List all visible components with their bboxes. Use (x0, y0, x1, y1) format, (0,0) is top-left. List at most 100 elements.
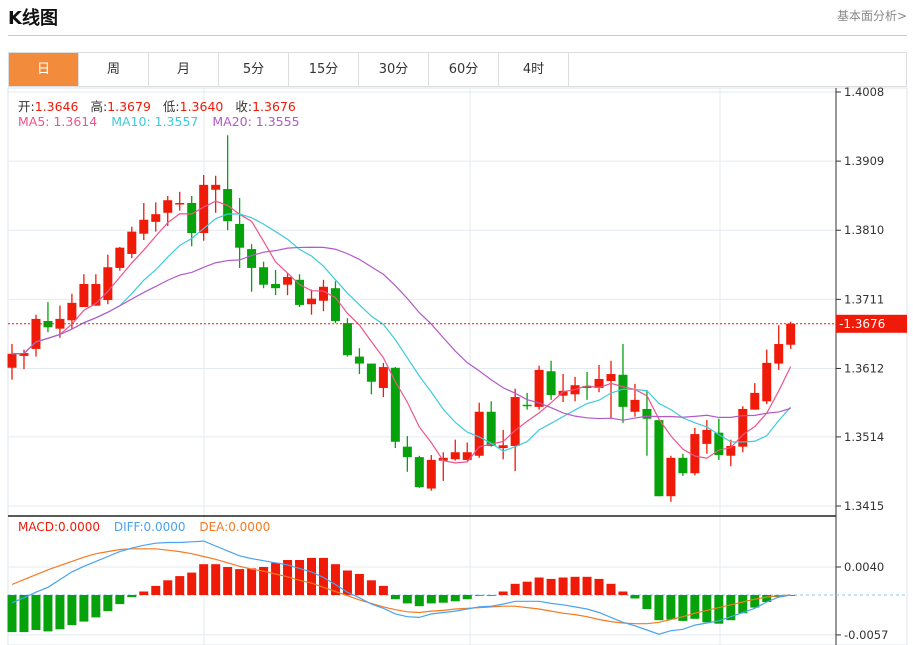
chart-frame (7, 87, 908, 645)
candle-body (654, 420, 664, 497)
macd-bar (750, 595, 760, 608)
candle-body (630, 399, 640, 412)
tab-5min[interactable]: 5分 (219, 53, 289, 86)
macd-bar (259, 567, 269, 595)
candle (307, 289, 316, 315)
candle-body (67, 302, 77, 321)
candle (163, 196, 173, 227)
candle (7, 344, 17, 380)
candle (666, 455, 676, 502)
macd-bar (738, 595, 748, 614)
candle-body (450, 452, 460, 460)
candle (762, 349, 772, 405)
macd-bar (630, 595, 640, 599)
candle-body (738, 408, 748, 447)
macd-value: MACD:0.0000 (18, 520, 101, 534)
candle-body (510, 397, 520, 446)
candle (750, 383, 760, 410)
candle-body (103, 267, 113, 301)
macd-bar (55, 595, 65, 630)
macd-bar (690, 595, 700, 619)
candle (522, 392, 532, 410)
macd-bar (247, 568, 257, 595)
candle-body (498, 445, 508, 449)
candle (486, 401, 496, 447)
open-value: 1.3646 (34, 99, 79, 114)
macd-bar (666, 595, 676, 620)
candle (354, 348, 364, 375)
macd-bar (354, 574, 364, 595)
candle-body (750, 392, 760, 410)
ohlc-legend: 开:1.3646 高:1.3679 低:1.3640 收:1.3676 (18, 96, 300, 115)
current-price-label: -1.3676 (839, 317, 885, 331)
tab-week[interactable]: 周 (79, 53, 149, 86)
macd-bar (378, 585, 388, 595)
candle (103, 254, 113, 305)
macd-bar (318, 557, 328, 595)
ma-legend: MA5: 1.3614 MA10: 1.3557 MA20: 1.3555 (18, 114, 304, 129)
macd-bar (7, 595, 17, 633)
candle-body (163, 200, 173, 213)
high-label: 高: (90, 99, 108, 114)
candle-body (55, 318, 65, 329)
candle-body (378, 367, 388, 389)
candle (139, 203, 149, 241)
macd-bar (103, 595, 113, 612)
ma10-line (11, 213, 792, 452)
candle (546, 360, 556, 400)
candle (450, 439, 460, 461)
ma10-value: MA10: 1.3557 (111, 114, 199, 129)
candle (115, 246, 125, 271)
tab-30min[interactable]: 30分 (359, 53, 429, 86)
low-label: 低: (162, 99, 180, 114)
macd-bar (187, 572, 197, 595)
candle-body (199, 184, 209, 234)
candle (606, 360, 616, 419)
low-value: 1.3640 (179, 99, 224, 114)
candle (366, 363, 376, 395)
macd-bar (558, 577, 568, 595)
candle (558, 374, 568, 402)
macd-bar (726, 595, 736, 621)
candle (786, 321, 796, 349)
candle-body (618, 374, 628, 407)
macd-bar (702, 595, 712, 623)
candle (714, 418, 724, 460)
page-title: K线图 (8, 8, 58, 29)
macd-tick-label: 0.0040 (844, 560, 884, 574)
tab-60min[interactable]: 60分 (429, 53, 499, 86)
macd-bar (534, 577, 544, 595)
close-value: 1.3676 (252, 99, 296, 114)
macd-bar (19, 595, 29, 633)
candle (283, 272, 293, 296)
tab-day[interactable]: 日 (9, 53, 79, 86)
candle (259, 261, 269, 289)
macd-bar (594, 578, 604, 595)
macd-bar (67, 595, 77, 626)
macd-bar (295, 560, 305, 595)
candle-body (247, 249, 257, 268)
candle-body (115, 247, 125, 268)
tab-month[interactable]: 月 (149, 53, 219, 86)
fundamental-analysis-link[interactable]: 基本面分析> (836, 9, 907, 23)
tab-15min[interactable]: 15分 (289, 53, 359, 86)
candle (67, 293, 77, 329)
price-tick-label: 1.3909 (844, 154, 884, 168)
candle-body (462, 452, 472, 460)
candle (19, 349, 29, 370)
macd-bar (546, 578, 556, 595)
current-price-badge (836, 314, 907, 333)
candle (199, 175, 209, 241)
macd-bar (654, 595, 664, 621)
candle-body (295, 279, 305, 305)
dea-line (11, 548, 791, 625)
tab-4hour[interactable]: 4时 (499, 53, 569, 86)
candle-body (307, 298, 316, 305)
candle-body (402, 446, 412, 458)
candle (91, 274, 101, 306)
macd-bar (714, 595, 724, 624)
macd-bar (271, 562, 281, 595)
candle-body (354, 356, 364, 364)
candle-body (702, 429, 712, 444)
